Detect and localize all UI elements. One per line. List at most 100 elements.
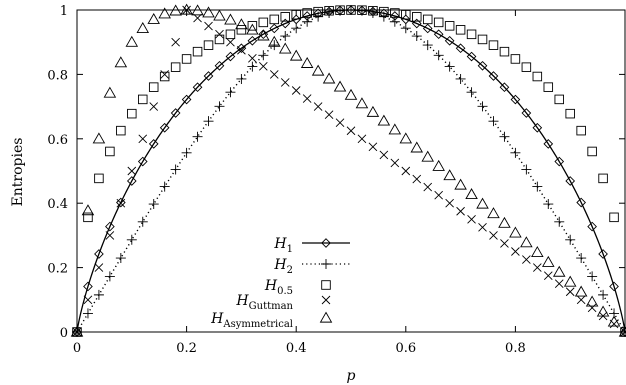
- data-point-h2: [82, 308, 93, 319]
- legend-label-sub: 2: [287, 265, 293, 276]
- data-point-h05: [302, 8, 312, 18]
- data-point-h1: [126, 176, 137, 186]
- data-point-h05: [565, 108, 575, 119]
- data-point-h1: [411, 18, 422, 29]
- data-point-hasymmetrical: [136, 21, 150, 33]
- data-point-hasymmetrical: [377, 114, 391, 126]
- data-point-h05: [269, 14, 280, 25]
- data-point-h05: [521, 62, 532, 72]
- x-axis-label: p: [347, 368, 356, 384]
- data-point-hguttman: [248, 53, 257, 63]
- data-point-hasymmetrical: [333, 80, 347, 92]
- data-point-h2: [258, 50, 269, 61]
- data-point-hguttman: [434, 190, 443, 200]
- data-point-hguttman: [226, 37, 235, 47]
- data-point-h05: [313, 6, 323, 17]
- data-point-h1: [116, 197, 126, 208]
- data-point-h2: [269, 40, 280, 51]
- legend-label: HAsymmetrical: [210, 311, 293, 330]
- legend-label-base: H: [273, 257, 287, 273]
- data-point-hguttman: [554, 279, 564, 289]
- legend-marker: [321, 259, 331, 269]
- data-point-hasymmetrical: [443, 169, 456, 181]
- data-point-h1: [499, 82, 510, 93]
- data-point-hasymmetrical: [596, 305, 610, 317]
- series-line-h2: [76, 9, 626, 333]
- data-point-hguttman: [379, 150, 389, 160]
- data-point-hguttman: [489, 231, 498, 240]
- data-point-hasymmetrical: [235, 18, 248, 30]
- data-point-hguttman: [215, 29, 224, 39]
- data-point-hasymmetrical: [399, 132, 413, 144]
- data-point-h1: [148, 139, 159, 149]
- data-point-h05: [357, 5, 367, 15]
- data-point-hguttman: [346, 126, 356, 136]
- data-point-h1: [543, 139, 554, 149]
- data-point-hasymmetrical: [81, 204, 95, 216]
- data-point-hguttman: [357, 134, 367, 144]
- data-point-h05: [247, 21, 258, 31]
- legend-label-sub: 0.5: [277, 286, 293, 297]
- data-point-hasymmetrical: [520, 236, 533, 248]
- y-tick-label: 1: [60, 4, 68, 19]
- data-point-h2: [236, 73, 247, 84]
- data-point-hguttman: [533, 263, 542, 272]
- data-point-h05: [291, 9, 301, 20]
- data-point-h1: [609, 281, 619, 292]
- y-tick-label: 0: [60, 326, 68, 341]
- data-point-h2: [466, 87, 477, 98]
- data-point-hguttman: [302, 94, 312, 103]
- data-point-h1: [225, 51, 236, 62]
- data-point-hguttman: [587, 303, 597, 313]
- data-point-hasymmetrical: [355, 97, 369, 109]
- data-point-hasymmetrical: [224, 13, 237, 25]
- data-point-hasymmetrical: [618, 325, 626, 337]
- data-point-h05: [203, 40, 214, 50]
- data-point-h05: [433, 17, 444, 28]
- data-point-h2: [247, 61, 258, 72]
- data-point-h05: [148, 82, 159, 92]
- data-point-h1: [94, 249, 104, 259]
- data-point-h2: [302, 16, 313, 27]
- data-point-hasymmetrical: [487, 207, 500, 219]
- data-point-h1: [444, 35, 455, 46]
- data-point-h05: [159, 71, 170, 82]
- data-point-hguttman: [182, 5, 191, 15]
- data-point-h2: [532, 181, 543, 192]
- data-point-h05: [83, 212, 93, 223]
- data-point-hasymmetrical: [213, 9, 226, 21]
- data-point-h05: [116, 125, 126, 136]
- data-point-h05: [554, 94, 564, 105]
- plot-frame: [76, 9, 626, 333]
- data-point-h2: [499, 131, 510, 142]
- data-point-hasymmetrical: [103, 86, 117, 98]
- legend-label-base: H: [273, 236, 287, 252]
- data-point-hasymmetrical: [421, 150, 434, 162]
- data-point-hguttman: [456, 206, 465, 216]
- data-point-h05: [390, 8, 400, 18]
- data-point-h1: [598, 249, 608, 259]
- data-point-hasymmetrical: [509, 226, 522, 238]
- data-point-h2: [400, 23, 411, 34]
- data-point-hasymmetrical: [147, 12, 160, 24]
- data-point-hguttman: [127, 166, 137, 176]
- data-point-hasymmetrical: [585, 295, 599, 307]
- data-point-h1: [192, 82, 203, 93]
- data-point-hguttman: [204, 21, 213, 31]
- data-point-hasymmetrical: [169, 4, 182, 16]
- data-point-h2: [598, 289, 609, 300]
- data-point-h1: [280, 18, 291, 29]
- data-point-h2: [280, 31, 291, 42]
- data-point-h1: [83, 281, 93, 292]
- data-point-h05: [170, 62, 181, 72]
- data-point-hasymmetrical: [388, 123, 402, 135]
- data-point-h05: [412, 12, 422, 22]
- data-point-h2: [510, 147, 521, 158]
- data-point-hguttman: [83, 295, 93, 305]
- data-point-h2: [346, 5, 356, 15]
- data-point-hasymmetrical: [268, 35, 281, 47]
- data-point-h05: [94, 173, 104, 184]
- data-point-hasymmetrical: [180, 3, 193, 15]
- data-point-h2: [181, 147, 192, 158]
